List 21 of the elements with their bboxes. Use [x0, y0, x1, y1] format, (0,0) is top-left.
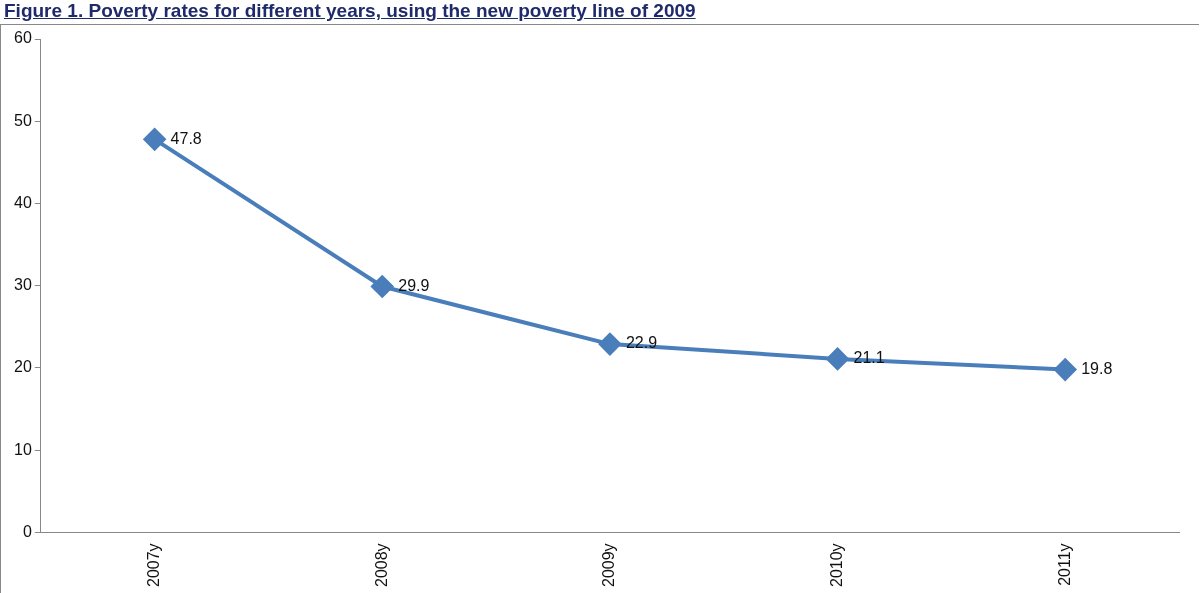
y-tick-label: 50	[14, 111, 32, 129]
data-label: 29.9	[398, 276, 430, 294]
point	[1054, 358, 1077, 381]
y-tick-label: 0	[22, 522, 32, 540]
y-tick-label: 20	[14, 358, 32, 376]
y-tick-label: 10	[14, 440, 32, 458]
y-tick-label: 40	[14, 193, 32, 211]
x-tick-label: 2009y	[600, 543, 618, 587]
y-tick-label: 60	[14, 29, 32, 47]
point	[143, 128, 166, 151]
y-tick-label: 30	[14, 276, 32, 294]
point	[598, 333, 621, 356]
x-tick-label: 2011y	[1055, 543, 1073, 586]
x-tick-label: 2007y	[145, 543, 163, 587]
point	[826, 347, 849, 370]
x-tick-label: 2010y	[827, 543, 845, 587]
data-label: 19.8	[1081, 359, 1113, 377]
x-tick-label: 2008y	[372, 543, 390, 587]
point	[371, 275, 394, 298]
data-label: 47.8	[170, 129, 202, 147]
chart-title: Figure 1. Poverty rates for different years, using the new poverty line of 2009	[4, 0, 696, 22]
